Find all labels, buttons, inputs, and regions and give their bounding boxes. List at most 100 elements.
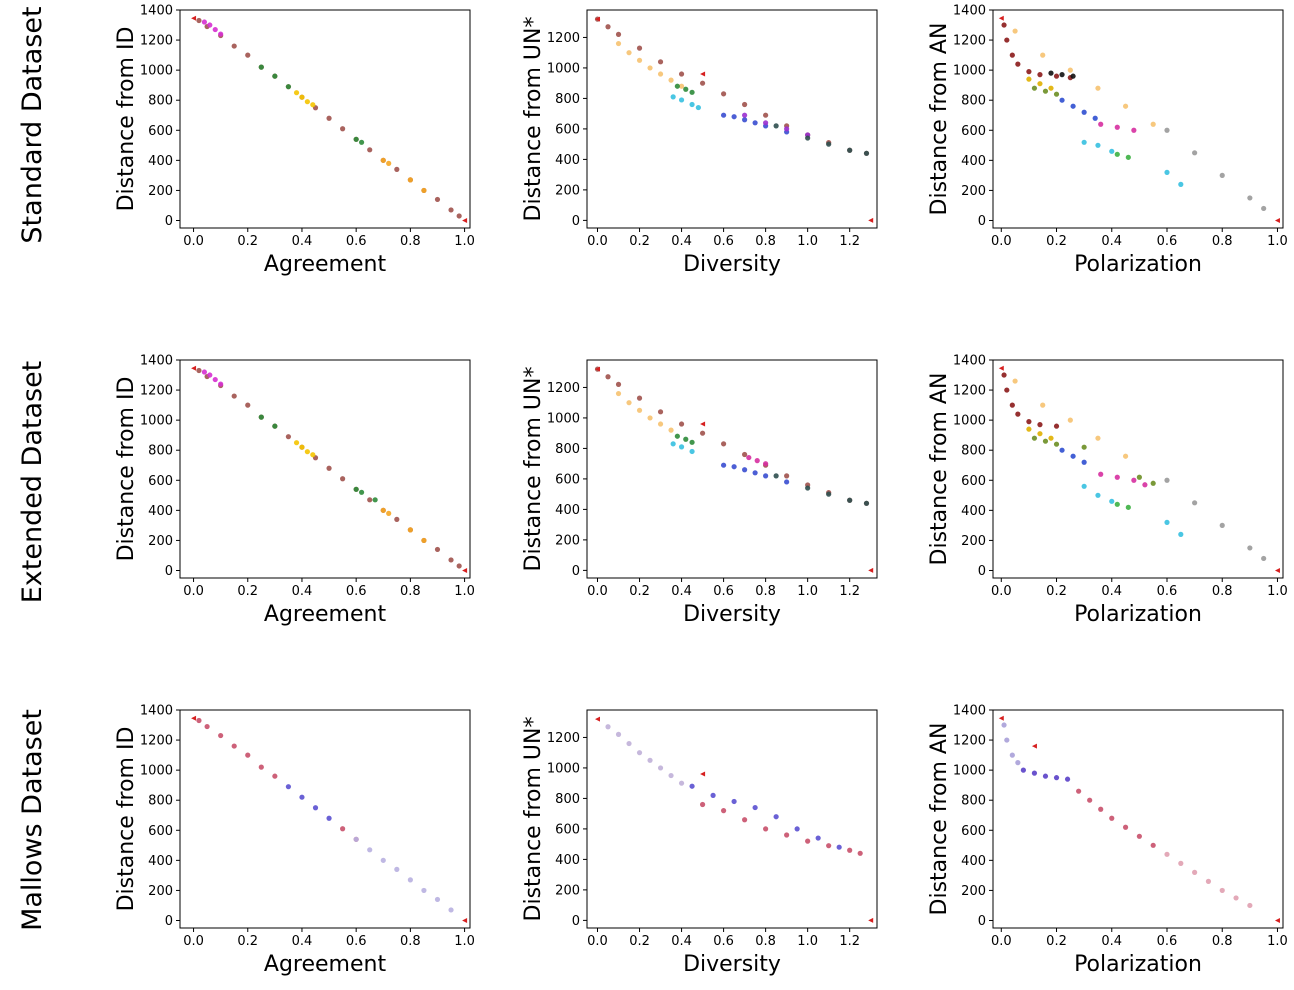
data-point — [689, 439, 695, 445]
x-tick-label: 0.2 — [1046, 934, 1067, 949]
data-point — [1001, 722, 1007, 728]
data-point — [731, 114, 737, 120]
data-point — [196, 367, 202, 374]
data-point — [668, 427, 674, 433]
data-point — [1053, 775, 1060, 781]
data-point — [1109, 148, 1115, 154]
y-tick-label: 600 — [961, 824, 986, 839]
data-point — [678, 83, 685, 89]
y-tick-label: 0 — [572, 914, 580, 929]
data-point — [784, 126, 790, 132]
data-point — [272, 73, 278, 79]
data-point — [304, 99, 310, 105]
data-point — [720, 808, 727, 814]
data-point — [407, 527, 413, 533]
y-tick-label: 400 — [961, 504, 986, 519]
data-point — [1261, 555, 1267, 562]
data-point — [742, 467, 748, 473]
data-point — [201, 19, 207, 25]
series-gold — [293, 90, 316, 108]
x-axis-title: Agreement — [264, 952, 387, 977]
series-line — [196, 17, 462, 219]
data-point — [847, 847, 853, 853]
data-point — [657, 71, 664, 77]
data-point — [689, 89, 695, 95]
data-point — [674, 433, 680, 439]
data-point — [605, 24, 611, 30]
data-point — [794, 826, 800, 832]
data-point — [1031, 743, 1037, 749]
data-point — [1150, 842, 1156, 848]
y-axis-title: Distance from ID — [114, 727, 139, 912]
series-darkred — [1001, 22, 1073, 81]
data-point — [1015, 411, 1021, 417]
data-point — [731, 464, 737, 470]
data-point — [1178, 531, 1184, 538]
data-point — [742, 117, 748, 123]
data-point — [394, 166, 400, 172]
y-tick-label: 0 — [165, 564, 173, 579]
series-blue — [720, 112, 790, 135]
data-point — [742, 817, 748, 823]
x-axis-title: Polarization — [1074, 602, 1202, 627]
data-point — [462, 917, 468, 923]
data-point — [1164, 127, 1170, 133]
data-point — [752, 470, 758, 476]
x-tick-label: 0.2 — [629, 234, 650, 249]
data-point — [312, 805, 319, 811]
data-point — [1150, 121, 1156, 127]
data-point — [304, 449, 310, 455]
data-point — [668, 77, 674, 83]
data-point — [595, 366, 601, 372]
x-tick-label: 0.4 — [292, 234, 313, 249]
data-point — [815, 835, 821, 841]
y-tick-label: 800 — [555, 92, 580, 107]
y-tick-label: 600 — [148, 474, 173, 489]
data-point — [847, 147, 853, 153]
chart-5: 0.0 0.2 0.4 0.6 0.8 1.0 1.2 0 200 400 600 800 1000 12… — [521, 359, 878, 627]
data-point — [1009, 752, 1015, 758]
data-point — [386, 510, 392, 516]
y-tick-label: 400 — [555, 503, 580, 518]
y-tick-label: 800 — [961, 794, 986, 809]
data-point — [754, 458, 760, 464]
data-point — [699, 801, 706, 808]
series-marker — [595, 716, 874, 923]
data-point — [1070, 73, 1076, 79]
data-point — [1081, 139, 1087, 145]
data-point — [1004, 37, 1010, 43]
series-magenta — [1098, 471, 1148, 488]
chart-2: 0.0 0.2 0.4 0.6 0.8 1.0 1.2 0 200 400 600 800 1000 12… — [521, 9, 878, 277]
data-point — [1067, 417, 1073, 423]
x-tick-label: 0.4 — [1101, 584, 1122, 599]
data-point — [998, 715, 1004, 721]
y-tick-label: 1200 — [953, 34, 986, 49]
data-point — [678, 780, 685, 786]
chart-3: 0.0 0.2 0.4 0.6 0.8 1.0 0 200 400 600 800 1000 1200 1… — [927, 4, 1288, 278]
x-tick-label: 0.8 — [400, 584, 421, 599]
data-point — [367, 847, 373, 853]
data-point — [805, 485, 811, 491]
data-point — [1098, 806, 1104, 812]
series-cyan — [1081, 483, 1184, 538]
x-tick-label: 0.8 — [1212, 234, 1233, 249]
data-point — [245, 402, 251, 408]
data-point — [212, 26, 218, 33]
data-point — [863, 500, 870, 506]
data-point — [1164, 477, 1170, 483]
plot-frame — [992, 359, 1284, 579]
data-point — [1114, 501, 1120, 507]
x-tick-label: 1.2 — [839, 234, 860, 249]
data-point — [699, 430, 706, 436]
y-tick-label: 400 — [148, 854, 173, 869]
x-tick-label: 1.0 — [1267, 584, 1288, 599]
y-tick-label: 1400 — [140, 4, 173, 19]
y-tick-label: 1000 — [953, 64, 986, 79]
data-point — [1164, 519, 1170, 525]
data-point — [636, 45, 643, 51]
data-point — [626, 50, 632, 56]
data-point — [1178, 181, 1184, 187]
x-tick-label: 0.0 — [587, 234, 608, 249]
data-point — [340, 826, 346, 832]
plot-frame — [586, 359, 878, 579]
